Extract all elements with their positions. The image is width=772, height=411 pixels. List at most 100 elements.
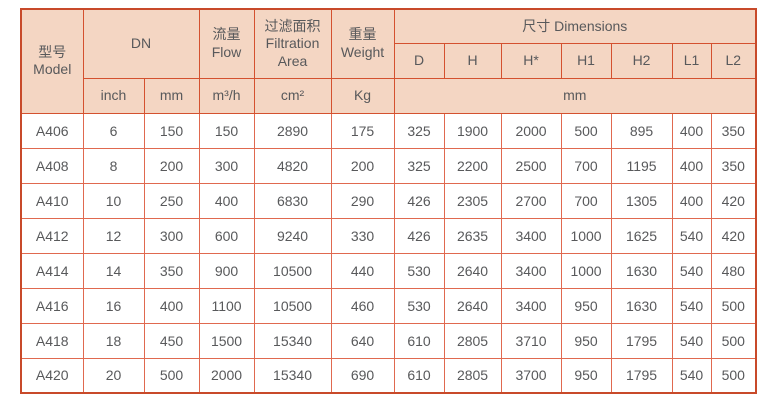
cell-l2: 420 <box>710 217 757 254</box>
cell-h2: 1630 <box>610 287 673 324</box>
cell-l1: 400 <box>671 182 712 219</box>
cell-h2: 895 <box>610 112 673 149</box>
cell-flow: 300 <box>198 147 255 184</box>
header-model: 型号 Model <box>20 8 84 114</box>
cell-d: 325 <box>393 112 445 149</box>
cell-flow: 150 <box>198 112 255 149</box>
header-dim-h: H <box>443 42 502 79</box>
cell-h1: 950 <box>560 357 612 394</box>
cell-l1: 540 <box>671 287 712 324</box>
cell-dn-mm: 250 <box>143 182 200 219</box>
cell-h1: 950 <box>560 287 612 324</box>
cell-model: A420 <box>20 357 84 394</box>
table-row: A410 10 250 400 6830 290 426 2305 2700 7… <box>20 182 757 219</box>
cell-weight: 690 <box>330 357 395 394</box>
cell-dn-mm: 450 <box>143 322 200 359</box>
cell-dn-mm: 300 <box>143 217 200 254</box>
cell-dn-inch: 18 <box>82 322 145 359</box>
cell-d: 610 <box>393 357 445 394</box>
header-dim-h2: H2 <box>610 42 673 79</box>
cell-area: 4820 <box>253 147 332 184</box>
cell-area: 2890 <box>253 112 332 149</box>
cell-h1: 500 <box>560 112 612 149</box>
unit-area: cm² <box>253 77 332 114</box>
cell-dn-inch: 16 <box>82 287 145 324</box>
cell-weight: 640 <box>330 322 395 359</box>
cell-weight: 200 <box>330 147 395 184</box>
spec-table: 型号 Model DN 流量 Flow 过滤面积 Filtration Area… <box>20 8 758 394</box>
cell-dn-inch: 12 <box>82 217 145 254</box>
unit-flow: m³/h <box>198 77 255 114</box>
unit-inch: inch <box>82 77 145 114</box>
unit-mm: mm <box>143 77 200 114</box>
cell-h2: 1195 <box>610 147 673 184</box>
cell-area: 10500 <box>253 252 332 289</box>
cell-model: A414 <box>20 252 84 289</box>
cell-h: 2200 <box>443 147 502 184</box>
cell-flow: 2000 <box>198 357 255 394</box>
cell-l2: 500 <box>710 287 757 324</box>
header-dim-d: D <box>393 42 445 79</box>
cell-flow: 900 <box>198 252 255 289</box>
cell-dn-mm: 200 <box>143 147 200 184</box>
cell-hstar: 2500 <box>500 147 562 184</box>
cell-d: 426 <box>393 182 445 219</box>
cell-hstar: 3400 <box>500 217 562 254</box>
cell-flow: 600 <box>198 217 255 254</box>
cell-dn-mm: 150 <box>143 112 200 149</box>
table-row: A414 14 350 900 10500 440 530 2640 3400 … <box>20 252 757 289</box>
cell-h: 2805 <box>443 322 502 359</box>
table-row: A412 12 300 600 9240 330 426 2635 3400 1… <box>20 217 757 254</box>
cell-h2: 1795 <box>610 322 673 359</box>
cell-weight: 330 <box>330 217 395 254</box>
cell-hstar: 3400 <box>500 287 562 324</box>
cell-h1: 700 <box>560 147 612 184</box>
cell-l2: 350 <box>710 147 757 184</box>
cell-area: 15340 <box>253 322 332 359</box>
cell-h2: 1305 <box>610 182 673 219</box>
header-dim-h1: H1 <box>560 42 612 79</box>
cell-area: 9240 <box>253 217 332 254</box>
cell-model: A412 <box>20 217 84 254</box>
cell-h2: 1795 <box>610 357 673 394</box>
cell-l1: 540 <box>671 357 712 394</box>
cell-l1: 540 <box>671 252 712 289</box>
cell-h: 2640 <box>443 287 502 324</box>
header-filtration-area: 过滤面积 Filtration Area <box>253 8 332 79</box>
cell-l2: 420 <box>710 182 757 219</box>
cell-h: 2805 <box>443 357 502 394</box>
cell-l2: 500 <box>710 322 757 359</box>
cell-l1: 540 <box>671 217 712 254</box>
table-header: 型号 Model DN 流量 Flow 过滤面积 Filtration Area… <box>20 8 757 114</box>
cell-d: 426 <box>393 217 445 254</box>
cell-l2: 480 <box>710 252 757 289</box>
cell-weight: 440 <box>330 252 395 289</box>
cell-h1: 700 <box>560 182 612 219</box>
unit-weight: Kg <box>330 77 395 114</box>
header-weight: 重量 Weight <box>330 8 395 79</box>
cell-l1: 400 <box>671 112 712 149</box>
header-dim-l2: L2 <box>710 42 757 79</box>
cell-model: A410 <box>20 182 84 219</box>
cell-hstar: 3700 <box>500 357 562 394</box>
header-row-dim-cols: D H H* H1 H2 L1 L2 <box>21 42 757 79</box>
cell-weight: 175 <box>330 112 395 149</box>
cell-model: A416 <box>20 287 84 324</box>
cell-dn-inch: 8 <box>82 147 145 184</box>
cell-dn-mm: 400 <box>143 287 200 324</box>
header-dim-hstar: H* <box>500 42 562 79</box>
cell-h: 1900 <box>443 112 502 149</box>
cell-hstar: 3400 <box>500 252 562 289</box>
cell-weight: 290 <box>330 182 395 219</box>
table-row: A408 8 200 300 4820 200 325 2200 2500 70… <box>20 147 757 184</box>
cell-flow: 1500 <box>198 322 255 359</box>
cell-model: A408 <box>20 147 84 184</box>
cell-dn-inch: 14 <box>82 252 145 289</box>
cell-h1: 950 <box>560 322 612 359</box>
cell-dn-inch: 6 <box>82 112 145 149</box>
cell-area: 15340 <box>253 357 332 394</box>
cell-model: A418 <box>20 322 84 359</box>
table-row: A406 6 150 150 2890 175 325 1900 2000 50… <box>20 112 757 149</box>
cell-d: 610 <box>393 322 445 359</box>
cell-area: 10500 <box>253 287 332 324</box>
